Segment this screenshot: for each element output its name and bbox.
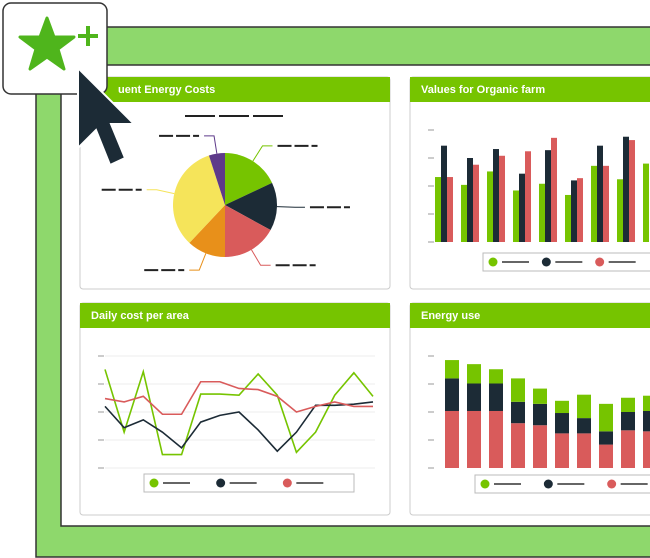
bar xyxy=(435,177,441,242)
bar-segment xyxy=(621,430,635,468)
line xyxy=(104,380,373,416)
bar-segment xyxy=(445,378,459,411)
legend-dot xyxy=(607,479,617,489)
legend-dot xyxy=(595,257,605,267)
bar xyxy=(617,179,623,242)
bar xyxy=(441,145,447,242)
pie-slice xyxy=(225,153,273,205)
line xyxy=(104,401,374,453)
bar xyxy=(461,184,467,242)
bar xyxy=(493,149,499,242)
bar-segment xyxy=(577,418,591,434)
bar xyxy=(591,165,597,242)
bar xyxy=(597,145,603,242)
bar-segment xyxy=(467,410,481,468)
bar-segment xyxy=(489,369,503,384)
panel-header xyxy=(80,303,390,328)
pie-slice xyxy=(225,182,277,231)
star[interactable] xyxy=(18,16,76,71)
bar-segment xyxy=(643,431,650,468)
legend-dot xyxy=(543,479,553,489)
bar-segment xyxy=(621,412,635,431)
bar-segment xyxy=(511,401,525,424)
bar-segment xyxy=(533,425,547,468)
bar xyxy=(487,171,493,242)
bar-segment xyxy=(599,444,613,468)
line xyxy=(104,368,374,456)
bar-segment xyxy=(445,360,459,379)
bar xyxy=(577,178,583,242)
bar xyxy=(447,177,453,242)
bar-segment xyxy=(577,433,591,468)
cursor xyxy=(77,65,137,167)
legend-dot xyxy=(282,478,292,488)
bar xyxy=(551,137,557,242)
legend-dot xyxy=(149,478,159,488)
panel-title: Energy use xyxy=(421,310,480,322)
bar xyxy=(565,194,571,242)
leader xyxy=(276,206,305,208)
plus[interactable] xyxy=(78,26,98,46)
bar xyxy=(603,165,609,242)
bar xyxy=(545,150,551,242)
pie-slice xyxy=(208,153,225,205)
bar-segment xyxy=(643,410,650,432)
legend-dot xyxy=(488,257,498,267)
leader xyxy=(146,189,175,195)
bar xyxy=(623,136,629,242)
leader xyxy=(189,253,207,271)
leader xyxy=(251,249,271,266)
bar-segment xyxy=(577,394,591,419)
bar-segment xyxy=(467,364,481,384)
pie-slice xyxy=(189,205,225,257)
pie-slice xyxy=(225,205,271,257)
bar-segment xyxy=(533,403,547,426)
panel-header xyxy=(410,303,650,328)
bar-segment xyxy=(511,378,525,402)
bar xyxy=(519,173,525,242)
bar-segment xyxy=(555,413,569,434)
bar-segment xyxy=(555,433,569,468)
leader xyxy=(204,135,218,154)
panel-header xyxy=(80,77,390,102)
bar-segment xyxy=(489,383,503,411)
panel-title: Daily cost per area xyxy=(91,310,190,322)
bar-segment xyxy=(533,388,547,404)
legend-dot xyxy=(216,478,226,488)
bar-segment xyxy=(467,383,481,411)
bar xyxy=(525,151,531,242)
legend-dot xyxy=(480,479,490,489)
bar xyxy=(513,190,519,242)
bar xyxy=(499,155,505,242)
leader xyxy=(252,145,273,162)
bar xyxy=(571,180,577,242)
bar-segment xyxy=(555,400,569,414)
bar-segment xyxy=(445,410,459,468)
legend-dot xyxy=(541,257,551,267)
bar-segment xyxy=(489,410,503,468)
bar-segment xyxy=(599,403,613,432)
bar-segment xyxy=(511,423,525,468)
panel-header xyxy=(410,77,650,102)
bar xyxy=(643,163,649,242)
bar xyxy=(467,158,473,242)
bar-segment xyxy=(621,397,635,412)
bar-segment xyxy=(643,395,650,411)
bar-segment xyxy=(599,431,613,445)
bar xyxy=(539,183,545,242)
bar xyxy=(473,164,479,242)
bar xyxy=(629,140,635,242)
pie-slice xyxy=(172,155,225,243)
panel-title: Values for Organic farm xyxy=(421,84,545,96)
panel-title: uent Energy Costs xyxy=(118,84,215,96)
